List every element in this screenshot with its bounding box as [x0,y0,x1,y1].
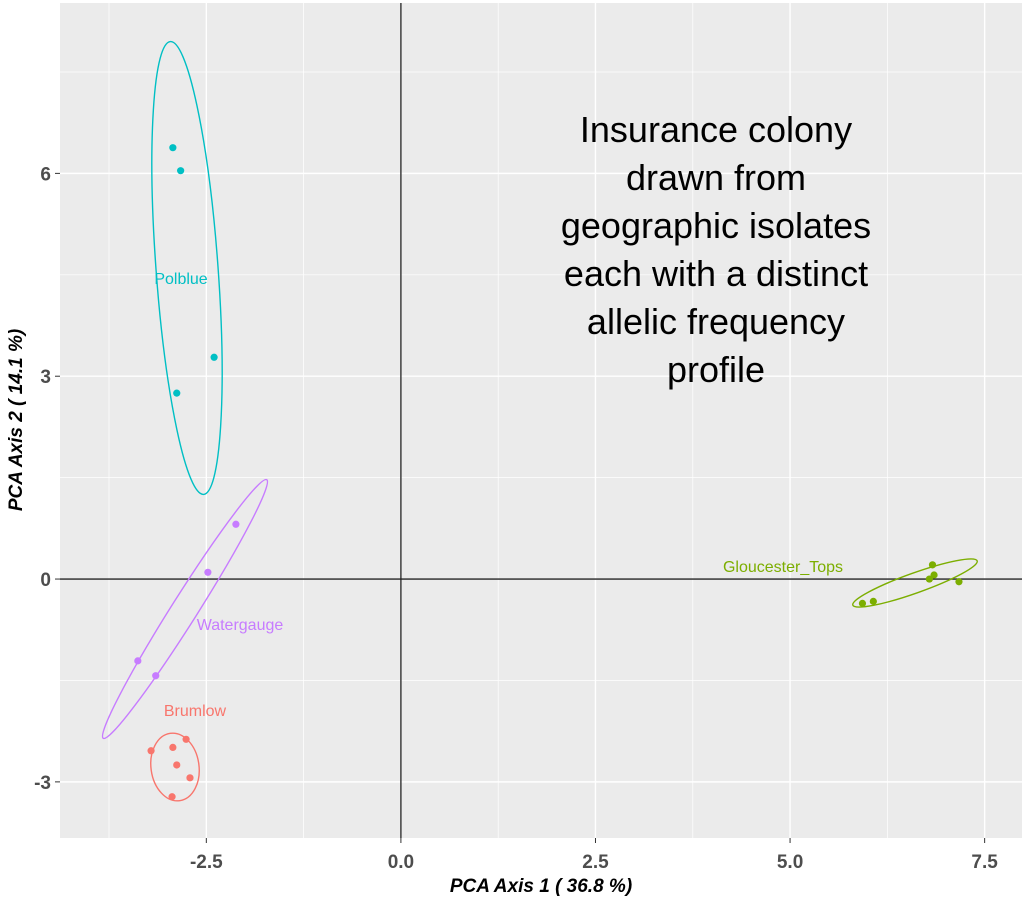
gloucester-tops-point [928,561,937,569]
watergauge-point [134,657,142,665]
axis-ticks: -2.5 0.0 2.5 5.0 7.5 -3 0 3 6 [34,164,998,873]
brumlow-label: Brumlow [164,703,227,720]
annotation-line: profile [667,349,765,390]
group-labels: Brumlow Gloucester_Tops Polblue Watergauge [154,271,843,720]
y-tick-label: 6 [40,164,51,185]
x-tick-label: 2.5 [582,852,609,873]
gloucester-tops-label: Gloucester_Tops [723,559,843,576]
x-tick-label: -2.5 [190,852,223,873]
annotation-line: allelic frequency [587,301,845,342]
brumlow-point [169,743,177,752]
brumlow-ellipse [150,732,200,802]
x-axis-label: PCA Axis 1 ( 36.8 %) [450,876,632,897]
brumlow-point [147,747,155,755]
gloucester-tops-point [925,575,933,583]
reference-lines [60,3,1022,838]
brumlow-point [168,793,176,801]
watergauge-point [152,672,160,680]
x-tick-label: 0.0 [388,852,414,873]
annotation-text: Insurance colony drawn from geographic iso… [561,109,871,390]
polblue-label: Polblue [154,271,207,288]
polblue-point [210,353,218,361]
annotation-line: drawn from [626,157,806,198]
data-points [134,144,963,801]
brumlow-point [173,761,181,769]
annotation-line: Insurance colony [580,109,852,150]
watergauge-point [232,520,240,528]
polblue-point [173,389,181,397]
group-ellipses [101,40,978,802]
annotation-line: each with a distinct [564,253,868,294]
watergauge-ellipse [101,478,269,740]
watergauge-point [204,568,212,576]
y-tick-label: -3 [34,773,51,794]
y-tick-label: 0 [40,570,51,591]
brumlow-point [182,735,190,743]
polblue-ellipse [151,40,223,496]
x-tick-label: 7.5 [971,852,998,873]
gloucester-tops-point [858,599,867,607]
polblue-point [169,144,177,152]
gloucester-tops-point [955,578,963,586]
gloucester-tops-point [930,571,938,579]
annotation-line: geographic isolates [561,205,871,246]
y-axis-label: PCA Axis 2 ( 14.1 %) [6,329,27,511]
watergauge-label: Watergauge [197,617,284,634]
brumlow-point [186,774,194,782]
polblue-point [177,167,185,175]
y-tick-label: 3 [40,367,51,388]
gloucester-tops-point [869,597,877,605]
gloucester-tops-ellipse [852,558,978,608]
x-tick-label: 5.0 [777,852,803,873]
